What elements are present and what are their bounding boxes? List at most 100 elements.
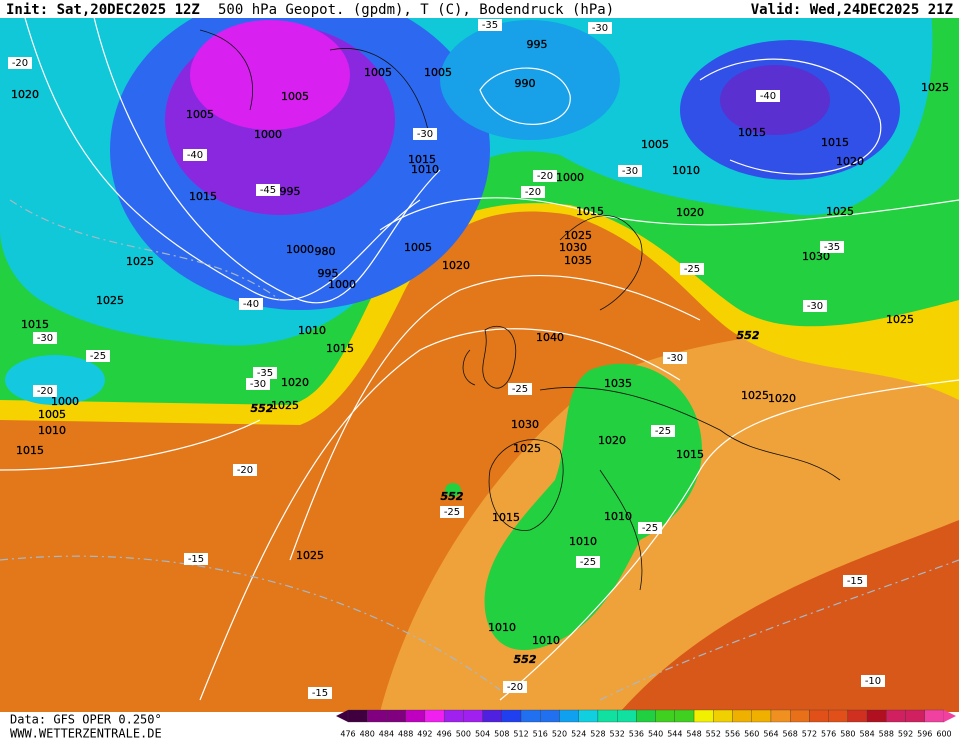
temperature-label: -25 — [655, 426, 671, 437]
isobar-label: 1040 — [536, 331, 564, 344]
colorbar-swatch — [405, 709, 426, 723]
temperature-label-box — [680, 263, 704, 275]
colorbar-swatch — [617, 709, 637, 723]
colorbar-label: 496 — [436, 730, 451, 739]
colorbar-swatch — [770, 709, 791, 723]
temperature-label-box — [533, 170, 557, 182]
temperature-label-box — [308, 687, 332, 699]
colorbar-label: 564 — [763, 730, 778, 739]
temperature-label: -25 — [642, 523, 658, 534]
temperature-label: -40 — [187, 150, 203, 161]
temperature-label: -30 — [37, 333, 53, 344]
temperature-label: -35 — [482, 20, 498, 31]
colorbar-label: 588 — [879, 730, 894, 739]
colorbar-swatch — [847, 709, 868, 723]
isobar-label: 1025 — [126, 255, 154, 268]
colorbar-swatch — [424, 709, 445, 723]
isobar-label: 1005 — [281, 90, 309, 103]
colorbar-label: 552 — [706, 730, 721, 739]
isobar-label: 1015 — [821, 136, 849, 149]
colorbar-label: 500 — [456, 730, 471, 739]
isobar-label: 1025 — [741, 389, 769, 402]
colorbar-swatch — [713, 709, 733, 723]
colorbar-swatch — [463, 709, 483, 723]
isobar-label: 1005 — [424, 66, 452, 79]
colorbar-swatch — [520, 709, 541, 723]
colorbar-label: 600 — [936, 730, 951, 739]
temperature-label: -30 — [417, 129, 433, 140]
isobar-label: 1025 — [296, 549, 324, 562]
map-title: 500 hPa Geopot. (gpdm), T (C), Bodendruc… — [218, 2, 614, 18]
colorbar-label: 596 — [917, 730, 932, 739]
isobar-label: 1000 — [51, 395, 79, 408]
isobar-label: 1020 — [768, 392, 796, 405]
temperature-label-box — [651, 425, 675, 437]
height-label: 552 — [737, 329, 760, 342]
colorbar-swatch — [828, 709, 849, 723]
colorbar-label: 504 — [475, 730, 490, 739]
temperature-label-box — [440, 506, 464, 518]
temperature-label: -20 — [37, 386, 53, 397]
colorbar-swatch — [693, 709, 714, 723]
colorbar-label: 492 — [417, 730, 432, 739]
isobar-label: 1025 — [96, 294, 124, 307]
temperature-label-box — [843, 575, 867, 587]
height-label: 552 — [514, 653, 537, 666]
temperature-label: -10 — [865, 676, 881, 687]
isobar-label: 1010 — [532, 634, 560, 647]
temperature-label: -20 — [237, 465, 253, 476]
colorbar-swatch — [386, 709, 406, 723]
colorbar-arrow-right — [944, 710, 956, 722]
colorbar-label: 480 — [360, 730, 375, 739]
isobar-label: 1025 — [564, 229, 592, 242]
isobar-label: 1025 — [826, 205, 854, 218]
temperature-label-box — [576, 556, 600, 568]
temperature-label-box — [478, 19, 502, 31]
colorbar-label: 508 — [494, 730, 509, 739]
isobar-label: 1020 — [598, 434, 626, 447]
temperature-label-box — [239, 298, 263, 310]
colorbar-label: 512 — [513, 730, 528, 739]
map-background — [0, 0, 959, 712]
colorbar-swatch — [905, 709, 925, 723]
colorbar-label: 584 — [859, 730, 874, 739]
isobar-label: 1010 — [411, 163, 439, 176]
colorbar-swatch — [790, 709, 810, 723]
temperature-label: -25 — [684, 264, 700, 275]
isobar-label: 1030 — [559, 241, 587, 254]
temperature-label: -30 — [807, 301, 823, 312]
isobar-label: 1000 — [254, 128, 282, 141]
temperature-label: -25 — [90, 351, 106, 362]
temperature-label: -40 — [760, 91, 776, 102]
colorbar-label: 556 — [725, 730, 740, 739]
colorbar-label: 544 — [667, 730, 682, 739]
temperature-label-box — [618, 165, 642, 177]
colorbar-swatch — [866, 709, 887, 723]
temperature-label-box — [803, 300, 827, 312]
colorbar-label: 540 — [648, 730, 663, 739]
colorbar-label: 576 — [821, 730, 836, 739]
temperature-label-box — [256, 184, 280, 196]
isobar-label: 1015 — [21, 318, 49, 331]
height-label: 552 — [441, 490, 464, 503]
colorbar-swatch — [347, 709, 368, 723]
isobar-label: 1015 — [326, 342, 354, 355]
isobar-label: 995 — [318, 267, 339, 280]
isobar-label: 1005 — [641, 138, 669, 151]
isobar-label: 1010 — [488, 621, 516, 634]
colorbar-swatch — [636, 709, 656, 723]
colorbar-arrow-left — [336, 710, 348, 722]
temperature-label: -40 — [243, 299, 259, 310]
temperature-label-box — [861, 675, 885, 687]
colorbar-label: 592 — [898, 730, 913, 739]
colorbar-swatch — [886, 709, 906, 723]
isobar-label: 990 — [515, 77, 536, 90]
temperature-label: -20 — [507, 682, 523, 693]
isobar-label: 1035 — [604, 377, 632, 390]
isobar-label: 1010 — [298, 324, 326, 337]
colorbar-label: 548 — [686, 730, 701, 739]
temperature-label-box — [184, 553, 208, 565]
init-time: Init: Sat,20DEC2025 12Z — [6, 2, 200, 18]
colorbar-label: 532 — [610, 730, 625, 739]
isobar-label: 1030 — [511, 418, 539, 431]
